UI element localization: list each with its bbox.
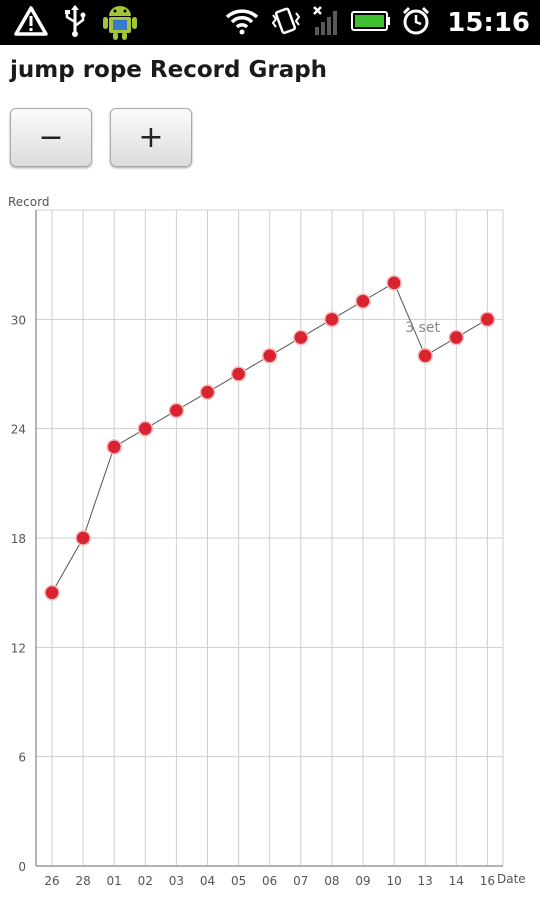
status-bar: 15:16 xyxy=(0,0,540,45)
data-point xyxy=(386,275,402,291)
x-tick-label: 03 xyxy=(169,874,184,888)
y-tick-label: 12 xyxy=(11,641,26,655)
x-tick-label: 28 xyxy=(75,874,90,888)
x-axis-label: Date xyxy=(497,872,526,886)
status-time: 15:16 xyxy=(447,8,530,38)
y-tick-label: 0 xyxy=(18,860,26,874)
page-title: jump rope Record Graph xyxy=(10,57,328,83)
x-tick-label: 05 xyxy=(231,874,246,888)
data-point xyxy=(324,311,340,328)
data-point xyxy=(168,402,185,419)
x-tick-label: 26 xyxy=(44,874,59,888)
data-point xyxy=(75,530,91,546)
alarm-icon xyxy=(401,5,431,41)
data-point xyxy=(199,384,216,400)
vibrate-icon xyxy=(269,5,301,41)
x-tick-label: 07 xyxy=(293,874,308,888)
data-point xyxy=(106,439,122,455)
y-tick-label: 24 xyxy=(11,423,26,437)
y-tick-label: 30 xyxy=(11,313,26,327)
warning-icon xyxy=(14,5,48,41)
data-point xyxy=(230,366,247,382)
y-axis-label: Record xyxy=(8,195,49,209)
wifi-icon xyxy=(225,7,259,39)
y-tick-label: 6 xyxy=(18,751,26,765)
data-point xyxy=(44,584,60,601)
data-point xyxy=(417,348,433,364)
annotation-label: 3 set xyxy=(405,320,440,336)
usb-icon xyxy=(62,4,88,42)
decrease-button[interactable]: − xyxy=(10,108,92,167)
data-point xyxy=(448,329,465,346)
x-tick-label: 04 xyxy=(200,874,215,888)
android-icon xyxy=(102,1,138,45)
x-tick-label: 02 xyxy=(138,874,153,888)
x-tick-label: 10 xyxy=(386,874,401,888)
data-point xyxy=(261,348,278,364)
x-tick-label: 01 xyxy=(107,874,122,888)
x-tick-label: 06 xyxy=(262,874,277,888)
data-point xyxy=(137,420,154,437)
x-tick-label: 08 xyxy=(324,874,339,888)
data-point xyxy=(355,293,371,309)
data-point xyxy=(479,311,496,328)
x-tick-label: 13 xyxy=(418,874,433,888)
x-tick-label: 14 xyxy=(449,874,464,888)
x-tick-label: 09 xyxy=(355,874,370,888)
y-tick-label: 18 xyxy=(11,532,26,546)
data-point xyxy=(293,329,309,346)
signal-icon xyxy=(311,5,341,41)
x-tick-label: 16 xyxy=(480,874,495,888)
increase-button[interactable]: + xyxy=(110,108,192,167)
battery-icon xyxy=(351,9,391,37)
